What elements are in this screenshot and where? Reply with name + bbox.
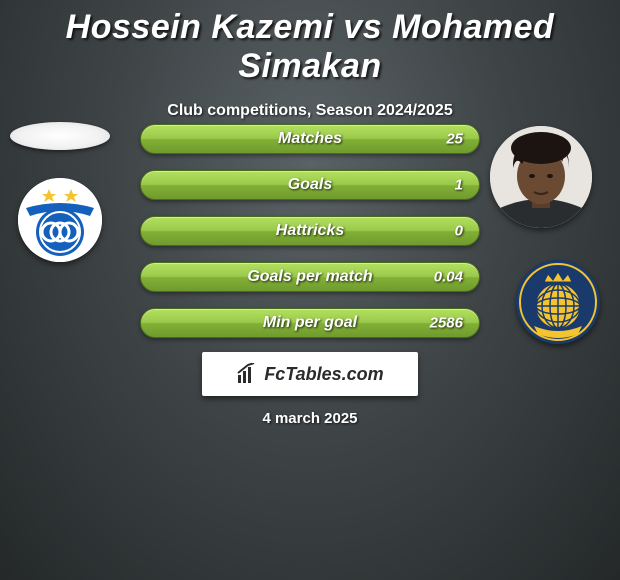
stat-label: Hattricks bbox=[276, 222, 344, 240]
stat-value: 25 bbox=[446, 131, 463, 148]
stat-bar: Matches 25 bbox=[140, 124, 480, 154]
stat-label: Min per goal bbox=[263, 314, 357, 332]
club-crest-icon bbox=[516, 260, 600, 344]
date-text: 4 march 2025 bbox=[0, 410, 620, 427]
brand-text: FcTables.com bbox=[264, 364, 383, 385]
stat-bar: Hattricks 0 bbox=[140, 216, 480, 246]
club-crest-icon bbox=[18, 178, 102, 262]
stat-label: Goals per match bbox=[247, 268, 372, 286]
player-portrait-icon bbox=[490, 126, 592, 228]
stat-bar: Goals per match 0.04 bbox=[140, 262, 480, 292]
stat-bar: Min per goal 2586 bbox=[140, 308, 480, 338]
stat-label: Goals bbox=[288, 176, 332, 194]
stat-bars: Matches 25 Goals 1 Hattricks 0 Goals per… bbox=[140, 124, 480, 354]
stat-label: Matches bbox=[278, 130, 342, 148]
brand-box[interactable]: FcTables.com bbox=[202, 352, 418, 396]
stat-value: 0 bbox=[455, 223, 463, 240]
stat-value: 1 bbox=[455, 177, 463, 194]
stat-value: 0.04 bbox=[434, 269, 463, 286]
player2-club-crest bbox=[516, 260, 600, 344]
player2-photo bbox=[490, 126, 592, 228]
stat-bar: Goals 1 bbox=[140, 170, 480, 200]
comparison-card: Hossein Kazemi vs Mohamed Simakan Club c… bbox=[0, 0, 620, 580]
title: Hossein Kazemi vs Mohamed Simakan bbox=[0, 0, 620, 86]
player1-club-crest bbox=[18, 178, 102, 262]
brand-chart-icon bbox=[236, 363, 258, 385]
subtitle: Club competitions, Season 2024/2025 bbox=[0, 86, 620, 120]
stat-value: 2586 bbox=[430, 315, 463, 332]
player1-photo bbox=[10, 122, 110, 150]
